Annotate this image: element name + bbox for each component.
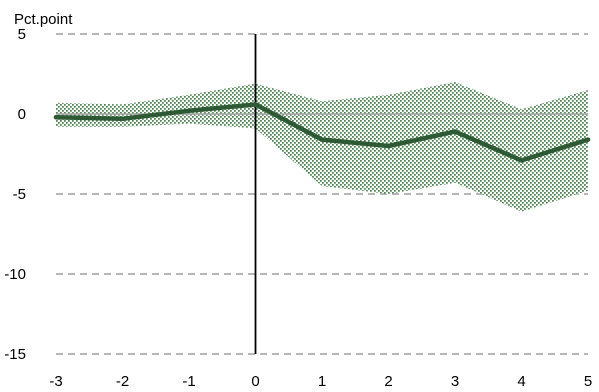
confidence-band <box>56 82 588 212</box>
data-point-0-8 <box>585 137 591 142</box>
data-point-0-3 <box>253 102 258 107</box>
data-point-0-0 <box>53 115 59 120</box>
x-tick-label: 5 <box>584 373 592 390</box>
y-tick-label: -10 <box>4 266 26 283</box>
y-tick-label: 5 <box>18 26 26 43</box>
x-tick-labels: -3 -2 -1 0 1 2 3 4 5 <box>49 373 592 390</box>
x-tick-label: 0 <box>251 373 259 390</box>
x-tick-label: 3 <box>451 373 459 390</box>
data-point-0-1 <box>120 116 125 122</box>
x-tick-label: -3 <box>49 373 62 390</box>
data-point-0-7 <box>519 158 524 163</box>
x-tick-label: 2 <box>384 373 392 390</box>
y-tick-label: -15 <box>4 346 26 363</box>
data-point-0-5 <box>386 143 391 149</box>
series-lines <box>53 102 591 163</box>
data-point-0-2 <box>186 108 192 114</box>
gridlines <box>56 33 588 355</box>
y-tick-labels: 5 0 -5 -10 -15 <box>4 26 26 363</box>
data-point-0-6 <box>452 129 458 134</box>
y-tick-label: 0 <box>18 106 26 123</box>
x-tick-label: 4 <box>517 373 525 390</box>
x-tick-label: 1 <box>318 373 326 390</box>
x-tick-label: -1 <box>182 373 195 390</box>
y-axis-label: Pct.point <box>14 11 73 28</box>
data-point-0-4 <box>319 137 325 142</box>
x-tick-label: -2 <box>116 373 129 390</box>
confidence-band-area <box>56 82 588 212</box>
y-tick-label: -5 <box>13 186 26 203</box>
